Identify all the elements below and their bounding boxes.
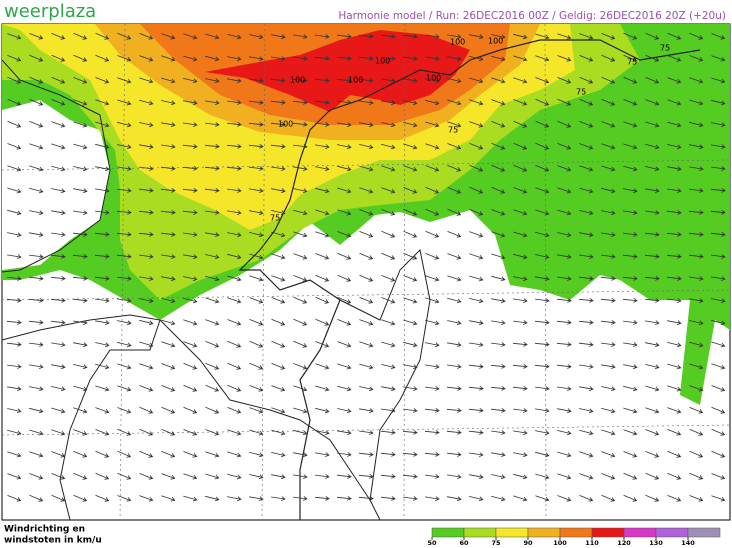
legend-tick-label: 100 xyxy=(553,539,567,547)
legend-tick-label: 75 xyxy=(491,539,501,547)
legend-tick-label: 90 xyxy=(523,539,533,547)
zone-50-gap xyxy=(2,100,110,270)
border xyxy=(159,319,381,521)
legend: 50 60 75 90 100 110 120 130 140 xyxy=(427,527,721,547)
legend-swatch xyxy=(463,527,497,538)
contour-label: 100 xyxy=(375,57,390,66)
contour-label: 100 xyxy=(488,37,503,46)
caption: Windrichting en xyxy=(4,525,85,535)
border xyxy=(339,248,431,501)
legend-swatch xyxy=(591,527,625,538)
contour-label: 75 xyxy=(660,44,670,53)
contour-label: 100 xyxy=(290,76,305,85)
legend-tick-label: 130 xyxy=(649,539,663,547)
legend-tick-label: 120 xyxy=(617,539,631,547)
legend-swatch xyxy=(623,527,657,538)
legend-tick-label: 50 xyxy=(427,539,437,547)
logo: weerplaza xyxy=(4,1,96,22)
contour-label: 75 xyxy=(270,214,280,223)
coastline-uk xyxy=(1,59,111,273)
legend-swatch xyxy=(687,527,721,538)
contour-label: 100 xyxy=(348,76,363,85)
legend-swatch xyxy=(655,527,689,538)
coastline xyxy=(238,39,701,520)
legend-swatch xyxy=(431,527,465,538)
wind-arrows xyxy=(6,32,726,502)
contour-label: 100 xyxy=(450,38,465,47)
contour-label: 75 xyxy=(627,58,637,67)
legend-tick-label: 60 xyxy=(459,539,469,547)
zone-110 xyxy=(205,30,470,112)
coastline-fr xyxy=(1,314,161,521)
legend-swatch xyxy=(495,527,529,538)
contour-label: 100 xyxy=(426,74,441,83)
legend-tick-label: 110 xyxy=(585,539,599,547)
legend-swatch xyxy=(559,527,593,538)
map: 100 100 100 100 100 100 100 75 75 75 75 … xyxy=(1,23,731,521)
caption: windstoten in km/u xyxy=(4,536,102,546)
contour-label: 75 xyxy=(448,126,458,135)
contour-label: 75 xyxy=(576,88,586,97)
lat-lon-grid xyxy=(1,23,731,521)
run-info: Harmonie model / Run: 26DEC2016 00Z / Ge… xyxy=(338,10,726,22)
legend-swatch xyxy=(527,527,561,538)
legend-tick-label: 140 xyxy=(681,539,695,547)
contour-label: 100 xyxy=(278,120,293,129)
